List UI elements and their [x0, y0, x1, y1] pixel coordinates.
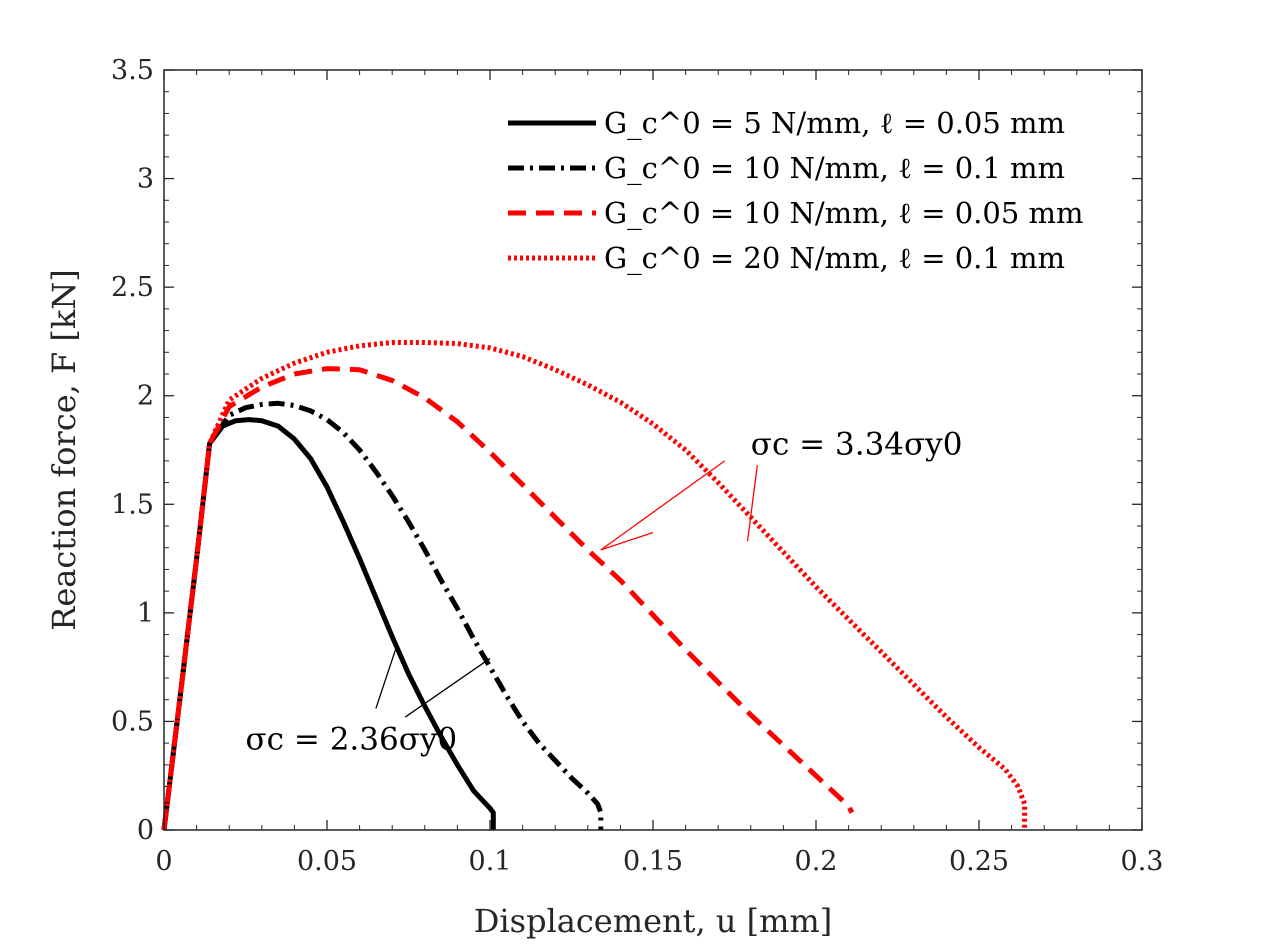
plot-lines — [161, 340, 1028, 831]
legend: G_c^0 = 5 N/mm, ℓ = 0.05 mm G_c^0 = 10 N/… — [508, 106, 1084, 276]
ticks — [163, 69, 1143, 831]
x-tick-label: 0 — [155, 846, 172, 877]
legend-label-4: G_c^0 = 20 N/mm, ℓ = 0.1 mm — [604, 241, 1065, 276]
annotation-pointer — [600, 531, 654, 551]
y-tick-label: 0 — [137, 815, 154, 846]
series-line-2 — [161, 400, 604, 831]
y-tick-label: 0.5 — [111, 706, 154, 737]
legend-label-1: G_c^0 = 5 N/mm, ℓ = 0.05 mm — [604, 106, 1065, 141]
x-tick-label: 0.25 — [949, 846, 1009, 877]
x-tick-label: 0.2 — [795, 846, 838, 877]
annotation-pointer — [404, 657, 491, 718]
annotations: σc = 2.36σy0 σc = 3.34σy0 — [246, 426, 963, 757]
annotation-pointer — [375, 649, 397, 709]
series-line-3 — [161, 366, 855, 831]
annotation-pointer — [600, 460, 726, 551]
x-tick-label: 0.05 — [297, 846, 357, 877]
annotation-pointer — [746, 465, 758, 542]
y-tick-label: 2 — [137, 381, 154, 412]
y-tick-label: 3.5 — [111, 55, 154, 86]
y-tick-label: 3 — [137, 164, 154, 195]
y-tick-label: 1.5 — [111, 489, 154, 520]
legend-label-2: G_c^0 = 10 N/mm, ℓ = 0.1 mm — [604, 151, 1065, 186]
legend-label-3: G_c^0 = 10 N/mm, ℓ = 0.05 mm — [604, 196, 1084, 231]
annotation-label: σc = 3.34σy0 — [751, 426, 963, 462]
y-tick-label: 2.5 — [111, 272, 154, 303]
series-line-4 — [161, 340, 1028, 831]
x-tick-label: 0.15 — [623, 846, 683, 877]
annotation-label: σc = 2.36σy0 — [246, 722, 458, 758]
x-axis-label: Displacement, u [mm] — [474, 902, 833, 940]
x-tick-label: 0.3 — [1121, 846, 1164, 877]
axis-labels: Displacement, u [mm] Reaction force, F [k… — [45, 269, 832, 940]
tick-labels: 0 0.05 0.1 0.15 0.2 0.25 0.3 0 0.5 1 1.5 2 2.5 3 3.5 — [111, 55, 1163, 877]
y-tick-label: 1 — [137, 598, 154, 629]
y-axis-label: Reaction force, F [kN] — [45, 269, 83, 631]
x-tick-label: 0.1 — [469, 846, 512, 877]
